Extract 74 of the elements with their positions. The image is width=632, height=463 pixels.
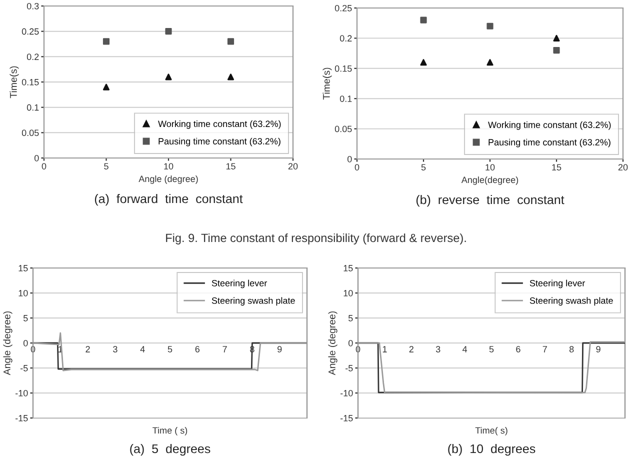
legend-label: Steering swash plate xyxy=(212,297,295,306)
x-tick-label: 0 xyxy=(42,163,46,170)
y-tick-label: -5 xyxy=(346,365,353,372)
x-axis-title: Time( s) xyxy=(475,427,508,436)
y-axis-title: Time(s) xyxy=(322,68,332,100)
x-tick-label: 6 xyxy=(195,346,200,352)
y-tick-label: 10 xyxy=(344,290,353,296)
x-tick-label: 6 xyxy=(516,346,520,352)
x-tick-label: 20 xyxy=(618,164,628,170)
y-tick-label: -10 xyxy=(340,390,353,396)
x-tick-label: 7 xyxy=(222,346,227,352)
text: (b) reverse time constant xyxy=(416,195,564,207)
text: (b) 10 degrees xyxy=(448,444,536,456)
y-tick-label: 0 xyxy=(23,340,28,346)
x-tick-label: 4 xyxy=(462,346,468,352)
y-tick-label: -15 xyxy=(15,415,28,422)
x-tick-label: 15 xyxy=(552,164,562,170)
y-tick-label: 15 xyxy=(344,265,353,272)
y-tick-label: -15 xyxy=(340,415,353,422)
x-axis-title: Angle (degree) xyxy=(138,175,198,184)
legend-label: Steering lever xyxy=(212,280,268,288)
x-tick-label: 4 xyxy=(140,346,145,352)
x-tick-label: 2 xyxy=(86,346,90,352)
y-tick-label: 5 xyxy=(348,315,353,322)
y-tick-label: 0.25 xyxy=(22,28,39,35)
y-tick-label: 0.15 xyxy=(22,78,39,86)
y-tick-label: 0.2 xyxy=(340,35,352,42)
x-tick-label: 15 xyxy=(226,163,236,170)
y-tick-label: 0.05 xyxy=(334,126,352,132)
y-axis-title: Angle (degree) xyxy=(328,311,338,376)
x-tick-label: 5 xyxy=(104,163,108,170)
y-tick-label: 0.1 xyxy=(26,104,39,111)
x-tick-label: 0 xyxy=(354,164,360,170)
x-tick-label: 3 xyxy=(113,346,118,352)
y-tick-label: 0.2 xyxy=(26,54,39,60)
x-tick-label: 8 xyxy=(569,346,574,352)
legend-label: Working time constant (63.2%) xyxy=(158,120,281,129)
x-axis-title: Time ( s) xyxy=(152,427,188,436)
y-tick-label: 0.1 xyxy=(340,96,352,102)
legend-label: Working time constant (63.2%) xyxy=(488,121,611,130)
y-tick-label: -5 xyxy=(20,365,28,372)
y-tick-label: 0.25 xyxy=(334,4,352,12)
legend-label: Pausing time constant (63.2%) xyxy=(158,138,280,146)
y-axis-title: Angle (degree) xyxy=(3,311,12,376)
text: (a) 5 degrees xyxy=(130,444,210,456)
y-tick-label: 0 xyxy=(34,154,39,162)
legend-label: Steering lever xyxy=(530,280,586,288)
x-tick-label: 5 xyxy=(489,346,494,352)
y-tick-label: 0 xyxy=(348,340,353,346)
legend-label: Steering swash plate xyxy=(530,297,613,306)
x-tick-label: 9 xyxy=(278,346,282,352)
y-tick-label: 0 xyxy=(347,156,352,162)
x-axis-title: Angle(degree) xyxy=(461,176,518,185)
y-tick-label: 10 xyxy=(18,290,28,296)
x-tick-label: 2 xyxy=(409,346,414,352)
x-tick-label: 1 xyxy=(382,346,387,352)
x-tick-label: 10 xyxy=(486,164,495,170)
y-tick-label: 0.05 xyxy=(22,130,39,136)
x-tick-label: 5 xyxy=(421,164,426,170)
text: (a) forward time constant xyxy=(94,194,243,206)
y-tick-label: 15 xyxy=(18,265,28,272)
y-tick-label: 0.15 xyxy=(334,65,352,72)
caption: Fig. 9. Time constant of responsibility (forward & reverse). xyxy=(166,233,466,244)
legend-label: Pausing time constant (63.2%) xyxy=(488,138,610,148)
x-tick-label: 7 xyxy=(542,346,547,352)
y-tick-label: -10 xyxy=(15,390,28,396)
x-tick-label: 3 xyxy=(436,346,440,352)
x-tick-label: 10 xyxy=(164,163,174,170)
x-tick-label: 5 xyxy=(168,346,172,352)
y-tick-label: 5 xyxy=(23,315,28,322)
y-axis-title: Time(s) xyxy=(10,66,19,98)
x-tick-label: 20 xyxy=(288,163,298,170)
x-tick-label: 9 xyxy=(596,346,600,352)
y-tick-label: 0.3 xyxy=(26,2,39,10)
